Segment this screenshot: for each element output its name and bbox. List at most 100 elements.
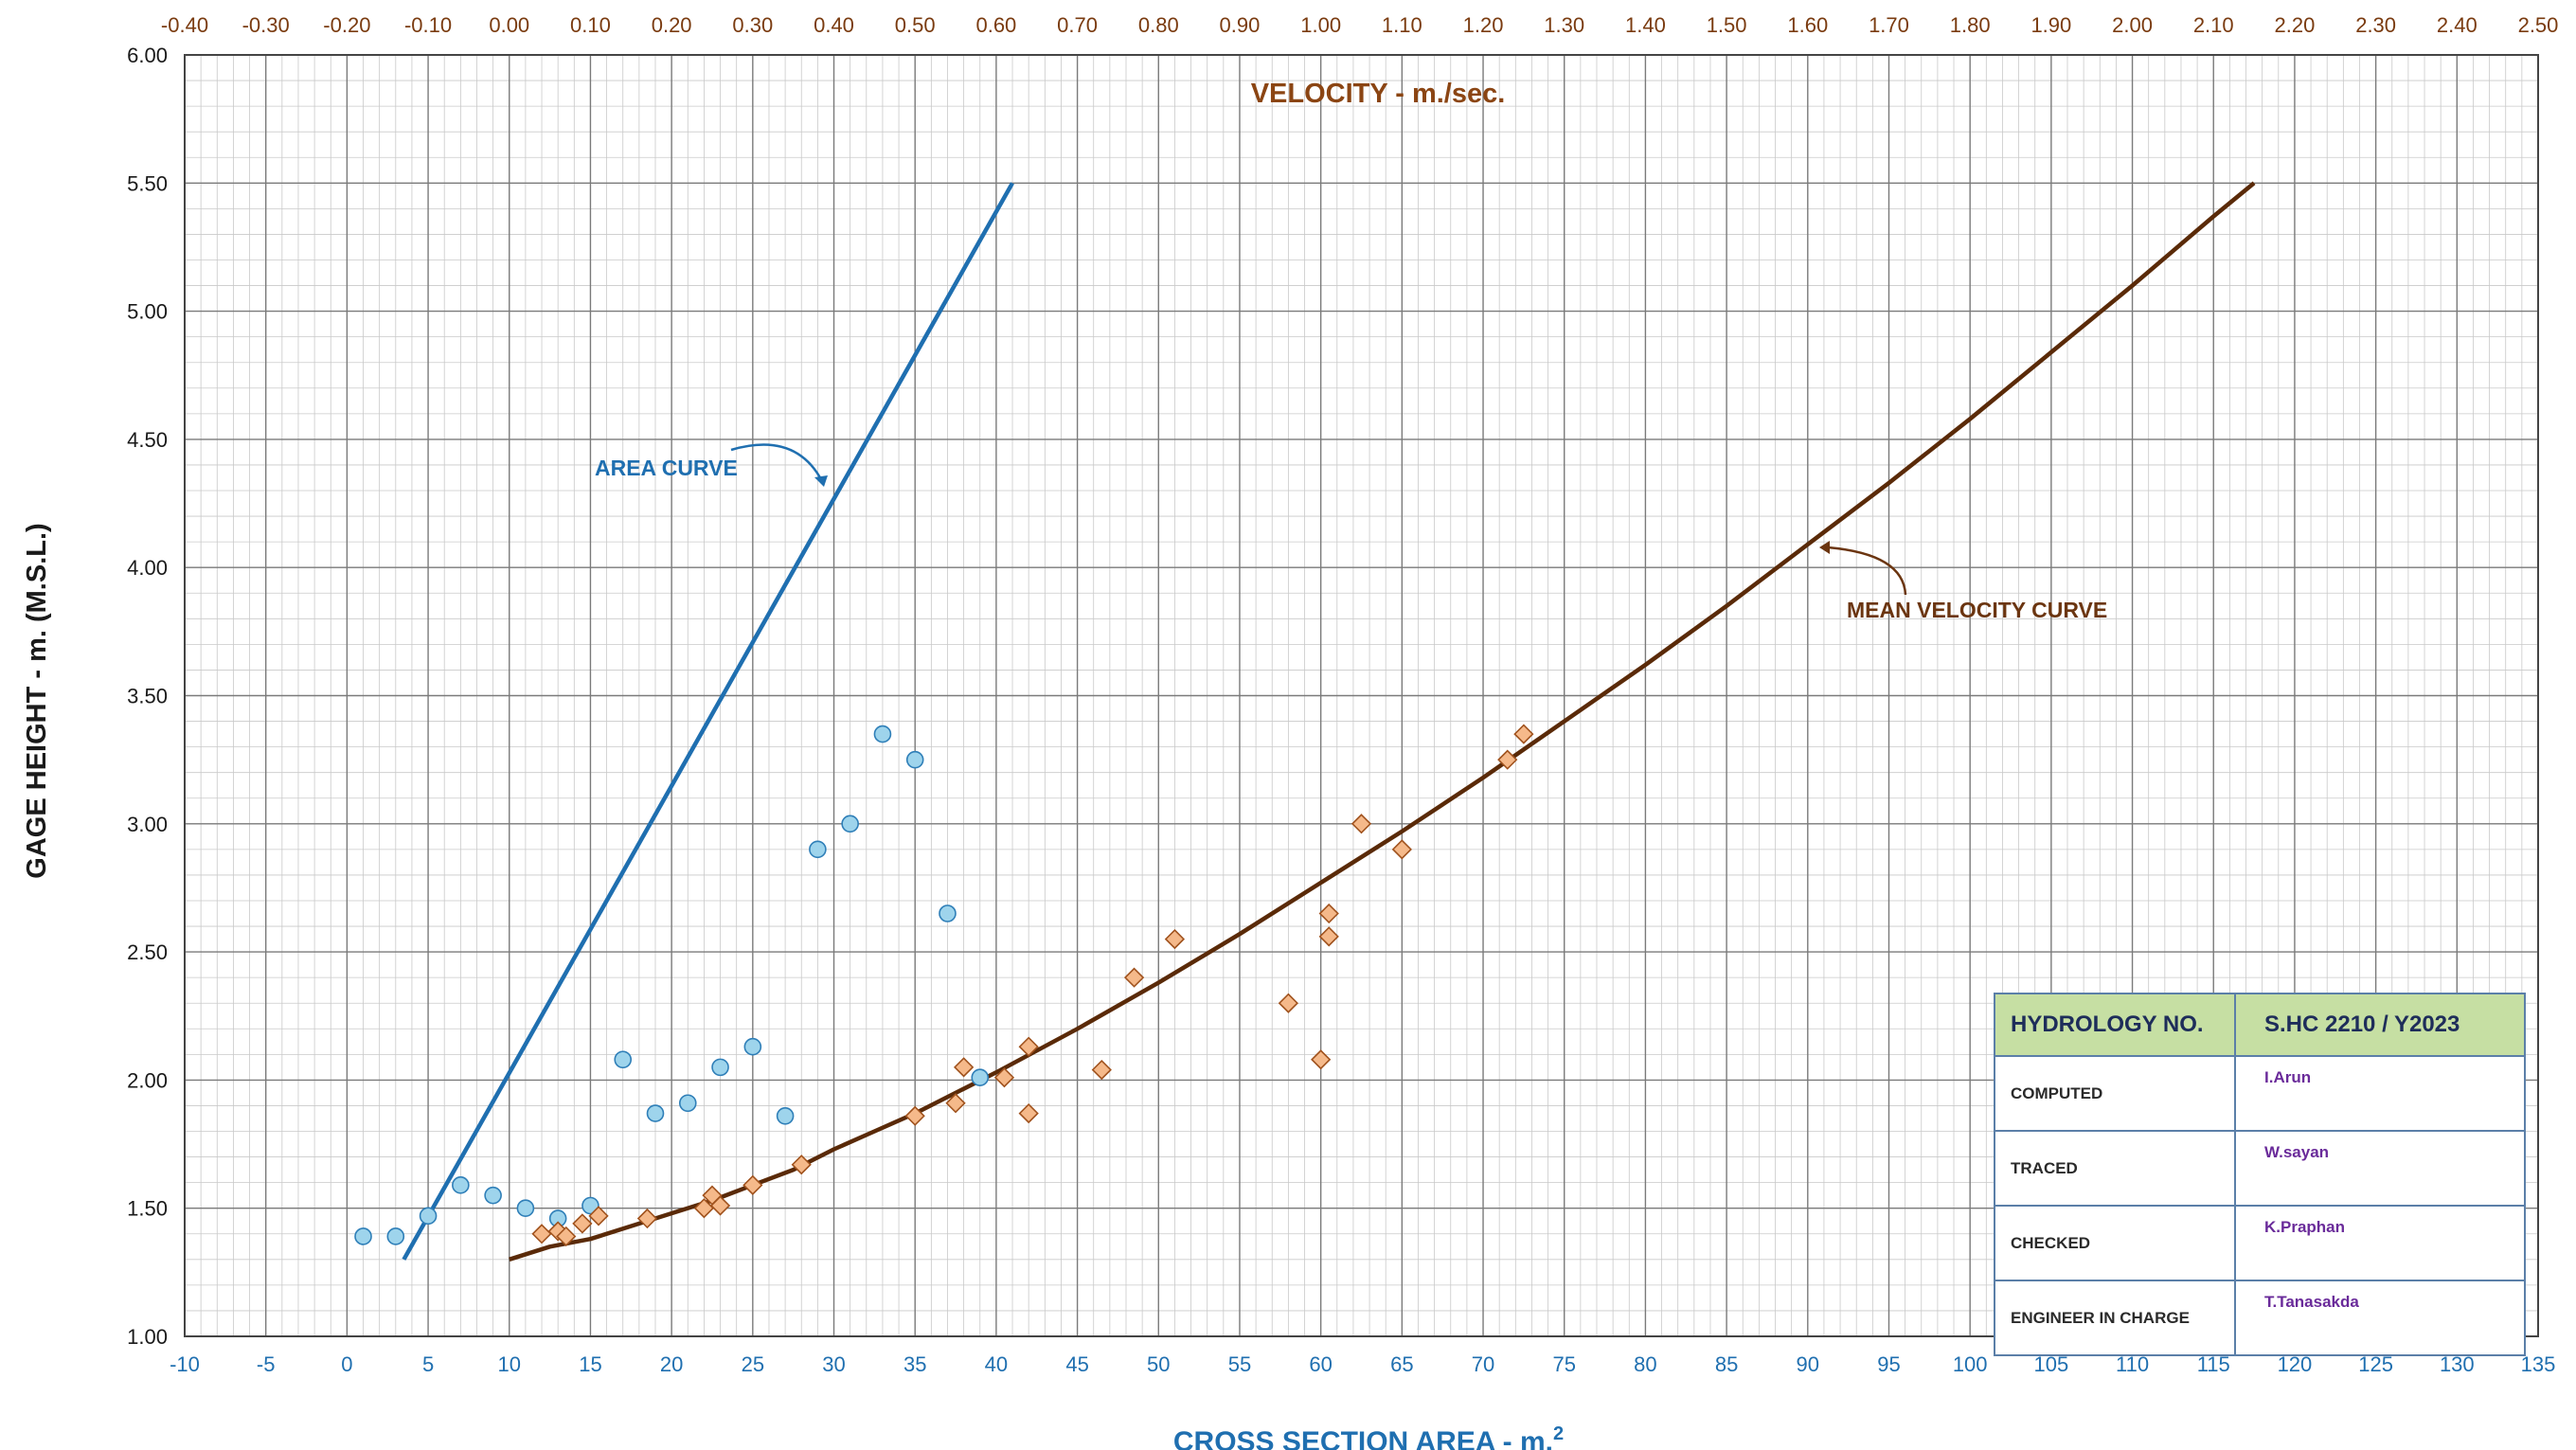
top-tick-label: 0.60 [975, 13, 1016, 37]
velocity-data-point [1318, 926, 1339, 947]
velocity-data-point [636, 1208, 658, 1229]
area-data-point [614, 1050, 633, 1069]
bottom-tick-label: 20 [660, 1352, 683, 1376]
top-tick-label: 1.40 [1625, 13, 1666, 37]
x-axis-title-text: CROSS SECTION AREA - m. [1173, 1426, 1553, 1450]
bottom-tick-label: 120 [2278, 1352, 2313, 1376]
top-tick-label: 0.50 [895, 13, 936, 37]
left-tick-label: 2.50 [127, 940, 168, 964]
left-tick-label: 3.50 [127, 685, 168, 708]
area-curve-arrowhead [814, 475, 828, 487]
checked-label: CHECKED [1994, 1205, 2236, 1281]
velocity-data-point [556, 1226, 577, 1247]
hydrology-info-table: HYDROLOGY NO. S.HC 2210 / Y2023 COMPUTED… [1994, 993, 2526, 1356]
bottom-tick-label: 10 [498, 1352, 521, 1376]
velocity-data-point [1018, 1036, 1039, 1057]
velocity-data-point [953, 1057, 975, 1078]
bottom-tick-label: 115 [2197, 1352, 2230, 1376]
left-tick-label: 5.50 [127, 171, 168, 195]
bottom-tick-label: 0 [341, 1352, 352, 1376]
top-tick-label: 1.30 [1544, 13, 1584, 37]
top-tick-label: -0.30 [242, 13, 290, 37]
velocity-data-point [1311, 1049, 1332, 1070]
left-axis-ticks: 1.00 1.50 2.00 2.50 3.00 3.50 4.00 4.50 5.00 5.50… [127, 44, 168, 1349]
hydrology-number-value: S.HC 2210 / Y2023 [2234, 993, 2526, 1057]
checked-value: K.Praphan [2234, 1205, 2526, 1281]
velocity-data-point [904, 1105, 925, 1126]
bottom-tick-label: 5 [422, 1352, 434, 1376]
area-data-point [809, 840, 827, 859]
left-tick-label: 4.00 [127, 556, 168, 580]
left-tick-label: 1.00 [127, 1325, 168, 1349]
bottom-axis-ticks: -10 -5 0 5 10 15 20 25 30 35 40 45 50 55 60 65 70 75 80 85 9… [170, 1352, 2555, 1376]
engineer-label: ENGINEER IN CHARGE [1994, 1280, 2236, 1356]
bottom-tick-label: 50 [1147, 1352, 1170, 1376]
top-tick-label: 0.30 [732, 13, 773, 37]
x-axis-title: CROSS SECTION AREA - m.2 [1173, 1423, 1564, 1450]
top-tick-label: 1.20 [1463, 13, 1504, 37]
left-tick-label: 6.00 [127, 44, 168, 67]
velocity-data-point [791, 1155, 812, 1175]
top-tick-label: 0.70 [1057, 13, 1098, 37]
top-tick-label: 0.40 [814, 13, 854, 37]
top-tick-label: 0.00 [489, 13, 529, 37]
velocity-data-point [709, 1195, 731, 1216]
top-tick-label: 2.10 [2193, 13, 2234, 37]
velocity-data-point [1018, 1102, 1039, 1124]
area-data-point [581, 1196, 599, 1215]
velocity-data-point [1497, 749, 1518, 770]
velocity-data-point [1318, 903, 1339, 924]
area-data-point [971, 1068, 990, 1086]
top-tick-label: 0.10 [570, 13, 611, 37]
table-row: TRACED W.sayan [1994, 1130, 2526, 1207]
left-tick-label: 5.00 [127, 300, 168, 324]
top-axis-ticks: -0.40 -0.30 -0.20 -0.10 0.00 0.10 0.20 0.30 0.40… [161, 13, 2558, 37]
area-data-point [905, 750, 924, 769]
velocity-data-point [588, 1206, 609, 1226]
bottom-tick-label: 130 [2440, 1352, 2475, 1376]
bottom-tick-label: 25 [742, 1352, 764, 1376]
table-row: ENGINEER IN CHARGE T.Tanasakda [1994, 1280, 2526, 1356]
velocity-data-point [1351, 814, 1372, 834]
velocity-data-point [993, 1067, 1015, 1088]
computed-label: COMPUTED [1994, 1055, 2236, 1132]
top-tick-label: 0.90 [1220, 13, 1261, 37]
bottom-tick-label: 15 [579, 1352, 601, 1376]
bottom-tick-label: 35 [903, 1352, 926, 1376]
area-data-point [452, 1176, 470, 1194]
bottom-tick-label: 80 [1634, 1352, 1656, 1376]
bottom-tick-label: 55 [1228, 1352, 1251, 1376]
velocity-data-point [1391, 839, 1412, 860]
area-data-point [678, 1094, 697, 1113]
bottom-tick-label: 100 [1953, 1352, 1988, 1376]
area-data-point [386, 1227, 405, 1245]
bottom-tick-label: 105 [2034, 1352, 2069, 1376]
top-tick-label: 2.30 [2355, 13, 2396, 37]
bottom-tick-label: 85 [1715, 1352, 1738, 1376]
velocity-data-point [742, 1174, 763, 1195]
area-data-point [841, 815, 859, 833]
velocity-data-point [531, 1224, 552, 1244]
table-row: CHECKED K.Praphan [1994, 1205, 2526, 1281]
bottom-tick-label: 40 [985, 1352, 1008, 1376]
chart-title: VELOCITY - m./sec. [1251, 79, 1506, 109]
bottom-tick-label: 60 [1309, 1352, 1332, 1376]
bottom-tick-label: 90 [1797, 1352, 1819, 1376]
x-axis-title-superscript: 2 [1553, 1423, 1564, 1444]
area-data-point [646, 1104, 665, 1122]
top-tick-label: 1.60 [1787, 13, 1828, 37]
bottom-tick-label: 65 [1390, 1352, 1413, 1376]
left-tick-label: 2.00 [127, 1068, 168, 1092]
top-tick-label: -0.10 [404, 13, 452, 37]
computed-value: I.Arun [2234, 1055, 2526, 1132]
area-data-point [354, 1227, 372, 1245]
velocity-data-point [693, 1198, 715, 1219]
bottom-tick-label: -10 [170, 1352, 200, 1376]
area-data-point [743, 1037, 762, 1056]
top-tick-label: 1.50 [1707, 13, 1747, 37]
top-tick-label: 1.90 [2030, 13, 2071, 37]
top-tick-label: 2.00 [2112, 13, 2153, 37]
area-data-point [711, 1058, 729, 1077]
left-tick-label: 4.50 [127, 428, 168, 452]
velocity-data-point [1513, 724, 1534, 744]
